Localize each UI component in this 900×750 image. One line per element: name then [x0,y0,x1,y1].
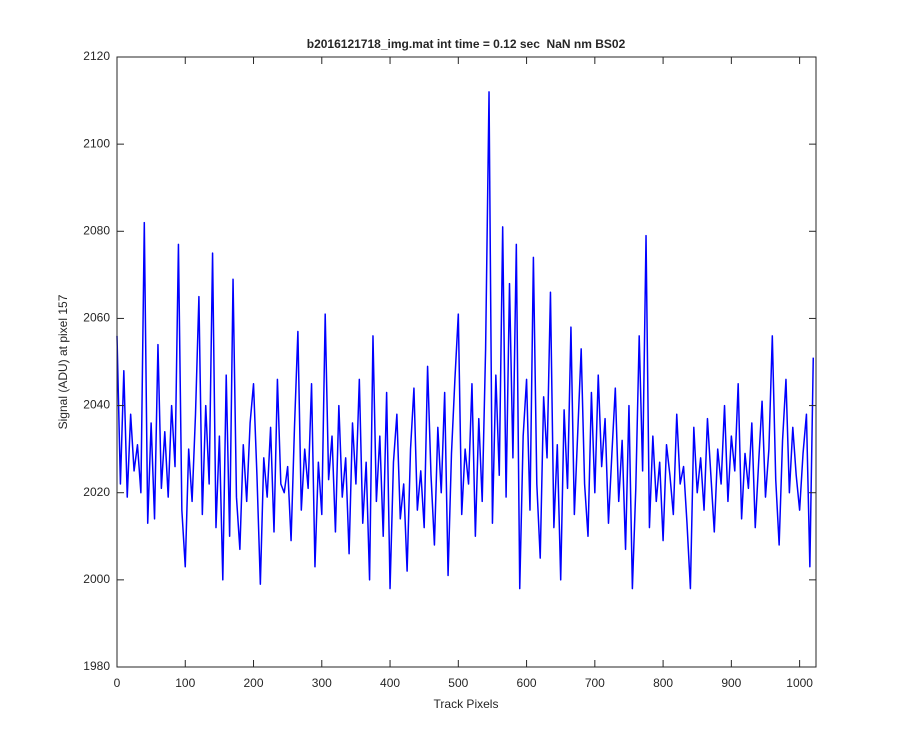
y-tick-label: 2060 [83,311,110,325]
y-tick-label: 2020 [83,485,110,499]
chart-title: b2016121718_img.mat int time = 0.12 sec … [307,37,626,51]
x-tick-label: 600 [517,676,537,690]
x-tick-label: 300 [312,676,332,690]
x-axis-label: Track Pixels [434,697,499,711]
x-tick-label: 100 [175,676,195,690]
y-tick-label: 2120 [83,49,110,63]
x-tick-label: 700 [585,676,605,690]
x-tick-label: 900 [721,676,741,690]
y-tick-label: 1980 [83,659,110,673]
data-line [116,91,815,590]
x-tick-label: 200 [244,676,264,690]
x-tick-label: 400 [380,676,400,690]
x-tick-label: 1000 [786,676,813,690]
y-tick-label: 2000 [83,572,110,586]
y-tick-label: 2100 [83,136,110,150]
y-tick-label: 2080 [83,223,110,237]
plot-frame [116,56,817,668]
x-tick-label: 800 [653,676,673,690]
x-tick-label: 500 [448,676,468,690]
y-axis-label: Signal (ADU) at pixel 157 [56,294,70,429]
y-tick-label: 2040 [83,398,110,412]
x-tick-label: 0 [114,676,121,690]
